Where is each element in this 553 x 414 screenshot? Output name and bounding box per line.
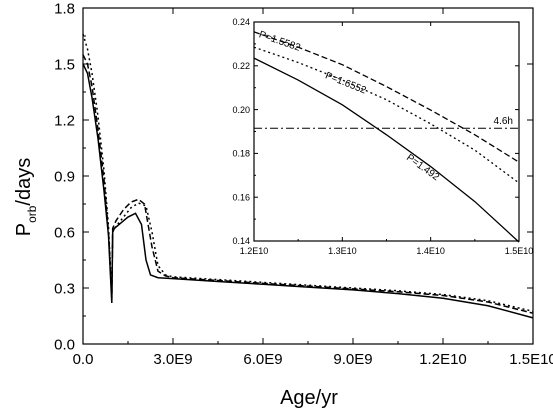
main-y-tick-label: 0.9 xyxy=(54,168,75,185)
main-x-tick-label: 3.0E9 xyxy=(153,351,192,368)
inset-y-tick-label: 0.20 xyxy=(232,105,250,115)
main-y-tick-label: 0.0 xyxy=(54,336,75,353)
main-y-tick-label: 1.2 xyxy=(54,112,75,129)
inset-series-dashed-line xyxy=(253,31,520,163)
inset-background xyxy=(254,22,519,241)
main-plot: 0.0 3.0E9 6.0E9 9.0E9 1.2E10 1.5E10 0.0 0.3 0.6 0… xyxy=(54,0,553,368)
main-y-tick-label: 0.3 xyxy=(54,280,75,297)
svg-text:Porb/days: Porb/days xyxy=(13,158,39,237)
main-x-tick-label: 0.0 xyxy=(73,351,94,368)
inset-y-tick-label: 0.18 xyxy=(232,149,250,159)
inset-y-tick-label: 0.14 xyxy=(232,236,250,246)
y-axis-title-main: P xyxy=(13,223,35,236)
main-x-tick-label: 1.2E10 xyxy=(419,351,467,368)
main-series-solid-line xyxy=(82,63,534,319)
inset-y-tick-label: 0.22 xyxy=(232,61,250,71)
main-y-tick-label: 1.8 xyxy=(54,0,75,17)
inset-x-tick-label: 1.5E10 xyxy=(505,246,534,256)
y-axis-title: Porb/days xyxy=(13,158,39,237)
inset-series-dotted-line xyxy=(253,46,520,184)
main-x-tick-label: 6.0E9 xyxy=(243,351,282,368)
y-axis-title-rest: /days xyxy=(13,158,35,206)
main-y-tick-label: 1.5 xyxy=(54,56,75,73)
main-series-dotted-line xyxy=(82,33,534,313)
main-y-tick-label: 0.6 xyxy=(54,224,75,241)
inset-x-tick-label: 1.2E10 xyxy=(240,246,269,256)
inset-x-tick-label: 1.3E10 xyxy=(328,246,357,256)
main-x-tick-label: 1.5E10 xyxy=(509,351,553,368)
main-x-tick-label: 9.0E9 xyxy=(333,351,372,368)
inset-reference-label: 4.6h xyxy=(494,116,513,127)
x-axis-title: Age/yr xyxy=(280,387,338,409)
inset-x-tick-label: 1.4E10 xyxy=(416,246,445,256)
inset-y-tick-label: 0.16 xyxy=(232,192,250,202)
inset-series-solid-line xyxy=(253,57,520,243)
y-axis-title-sub: orb xyxy=(25,205,39,223)
inset-plot: 4.6h 1.2E10 1.3E10 1.4E10 1.5E10 0.14 0.16 0.18… xyxy=(232,17,533,256)
inset-y-tick-label: 0.24 xyxy=(232,17,250,27)
